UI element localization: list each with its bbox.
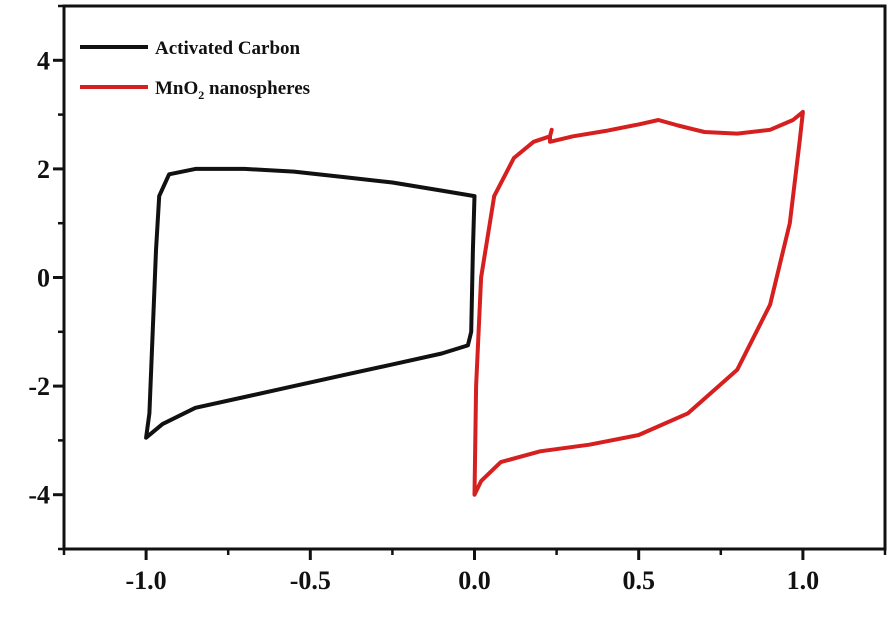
x-tick-label: 0.0 xyxy=(458,566,491,595)
plot-series xyxy=(144,109,805,497)
legend-mno2-subscript: 2 xyxy=(198,88,204,102)
series-line-mno2-nanospheres xyxy=(472,109,805,497)
y-tick-label: 4 xyxy=(37,46,50,75)
y-tick-label: -4 xyxy=(28,481,50,510)
legend: Activated Carbon MnO2 nanospheres xyxy=(80,38,310,102)
legend-mno2-suffix: nanospheres xyxy=(204,78,310,99)
legend-label-activated-carbon: Activated Carbon xyxy=(155,38,301,59)
series-line-activated-carbon xyxy=(144,166,477,440)
y-tick-label: -2 xyxy=(28,372,50,401)
y-tick-label: 2 xyxy=(37,155,50,184)
x-tick-label: 1.0 xyxy=(787,566,820,595)
x-tick-label: -1.0 xyxy=(126,566,167,595)
x-tick-label: 0.5 xyxy=(622,566,655,595)
legend-mno2-base: MnO xyxy=(155,78,198,99)
y-tick-label: 0 xyxy=(37,264,50,293)
x-tick-label: -0.5 xyxy=(290,566,331,595)
axes: -1.0 -0.5 0.0 0.5 1.0 -4 -2 0 2 4 xyxy=(28,4,887,595)
legend-label-mno2: MnO2 nanospheres xyxy=(155,78,310,102)
